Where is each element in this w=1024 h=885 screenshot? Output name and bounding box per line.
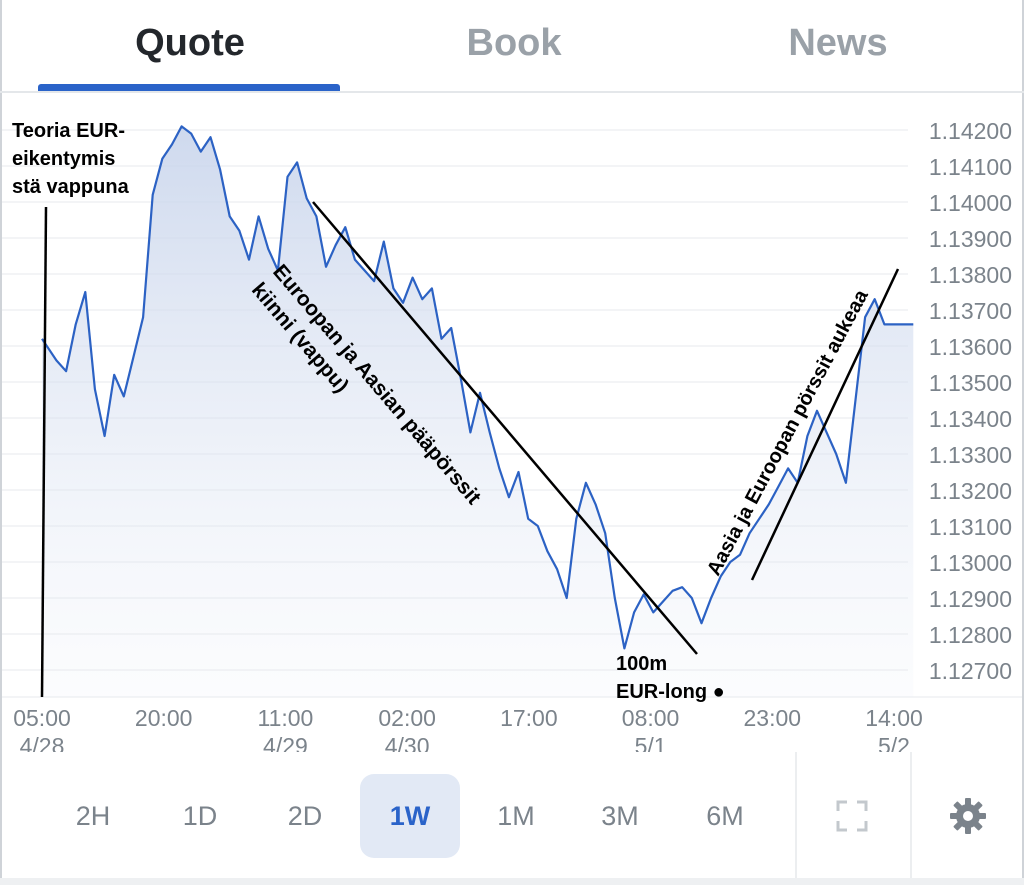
tab-book[interactable]: Book	[466, 22, 562, 64]
x-tick-date: 5/1	[635, 733, 667, 752]
price-chart[interactable]: 1.14200 1.14100 1.14000 1.13900 1.13800 1.137…	[0, 92, 1024, 752]
x-tick-time: 02:00	[378, 705, 436, 731]
x-tick-time: 11:00	[257, 705, 313, 731]
annotation-line	[312, 201, 698, 655]
annotation-text: Teoria EUR-	[12, 120, 125, 142]
x-tick-time: 17:00	[500, 705, 558, 731]
series-line	[41, 125, 914, 650]
y-tick-label: 1.13300	[929, 442, 1012, 468]
y-tick-label: 1.13600	[929, 334, 1012, 360]
range-2d-button[interactable]: 2D	[287, 801, 323, 831]
x-tick-date: 5/2	[878, 733, 910, 752]
x-tick-time: 05:00	[13, 705, 71, 731]
y-tick-label: 1.12900	[929, 586, 1012, 612]
range-1m-button[interactable]: 1M	[497, 801, 535, 831]
x-tick-time: 23:00	[744, 705, 802, 731]
y-tick-label: 1.13100	[929, 514, 1012, 540]
frame-left-border	[0, 0, 2, 885]
x-tick-date: 4/28	[20, 733, 65, 752]
tab-news[interactable]: News	[788, 22, 888, 64]
range-1w-button[interactable]: 1W	[360, 774, 460, 858]
frame-right-border	[1022, 0, 1024, 885]
x-tick-date: 4/30	[385, 733, 430, 752]
tabs-divider	[0, 91, 1024, 93]
annotation-text: EUR-long ●	[616, 681, 725, 703]
annotation-line	[750, 268, 900, 581]
tab-quote[interactable]: Quote	[135, 22, 245, 64]
y-tick-label: 1.13700	[929, 298, 1012, 324]
y-tick-label: 1.13900	[929, 226, 1012, 252]
settings-button[interactable]	[918, 774, 1018, 858]
gear-icon	[950, 798, 986, 834]
range-1d-button[interactable]: 1D	[182, 801, 218, 831]
y-tick-label: 1.14000	[929, 190, 1012, 216]
y-axis-labels: 1.14200 1.14100 1.14000 1.13900 1.13800 1.137…	[929, 118, 1012, 684]
tab-bar: Quote Book News	[0, 0, 1024, 93]
bottom-divider	[0, 878, 1024, 885]
tool-divider	[795, 752, 797, 878]
x-tick-date: 4/29	[263, 733, 308, 752]
annotation-line	[40, 206, 48, 698]
y-tick-label: 1.13800	[929, 262, 1012, 288]
range-2h-button[interactable]: 2H	[75, 801, 111, 831]
series-area	[42, 126, 914, 697]
y-tick-label: 1.13200	[929, 478, 1012, 504]
y-tick-label: 1.13400	[929, 406, 1012, 432]
tool-divider	[910, 752, 912, 878]
x-tick-time: 08:00	[622, 705, 680, 731]
y-tick-label: 1.12700	[929, 658, 1012, 684]
fullscreen-button[interactable]	[802, 774, 902, 858]
x-tick-time: 14:00	[865, 705, 923, 731]
range-selector: 2H 1D 2D 1W 1M 3M 6M	[0, 752, 1024, 878]
y-tick-label: 1.12800	[929, 622, 1012, 648]
y-tick-label: 1.13500	[929, 370, 1012, 396]
annotation-text: 100m	[616, 653, 667, 675]
y-tick-label: 1.14200	[929, 118, 1012, 144]
annotation-text: eikentymis	[12, 148, 115, 170]
x-tick-time: 20:00	[135, 705, 193, 731]
fullscreen-icon	[836, 800, 868, 832]
range-6m-button[interactable]: 6M	[706, 801, 744, 831]
y-tick-label: 1.13000	[929, 550, 1012, 576]
annotation-text: stä vappuna	[12, 176, 130, 198]
range-3m-button[interactable]: 3M	[601, 801, 639, 831]
active-tab-indicator	[38, 84, 340, 92]
x-axis-labels: 05:00 4/28 20:00 11:00 4/29 02:00 4/30 17:00 08:…	[13, 705, 923, 752]
y-tick-label: 1.14100	[929, 154, 1012, 180]
